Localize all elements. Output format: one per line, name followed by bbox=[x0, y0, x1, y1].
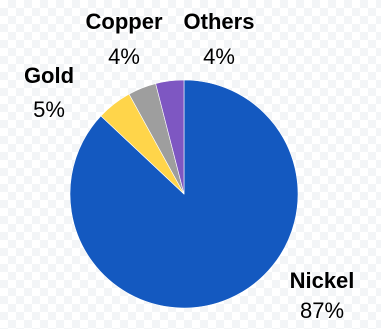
slice-value-gold: 5% bbox=[33, 97, 65, 122]
slice-value-nickel: 87% bbox=[300, 298, 344, 323]
slice-label-copper: Copper bbox=[86, 9, 163, 34]
slice-value-copper: 4% bbox=[108, 44, 140, 69]
slice-label-others: Others bbox=[184, 9, 255, 34]
pie-labels: Nickel 87% Gold 5% Copper 4% Others 4% bbox=[24, 9, 354, 323]
slice-value-others: 4% bbox=[203, 44, 235, 69]
slice-label-nickel: Nickel bbox=[290, 268, 355, 293]
slice-label-gold: Gold bbox=[24, 63, 74, 88]
pie-slice-others bbox=[155, 79, 185, 195]
pie-slices bbox=[69, 79, 299, 309]
